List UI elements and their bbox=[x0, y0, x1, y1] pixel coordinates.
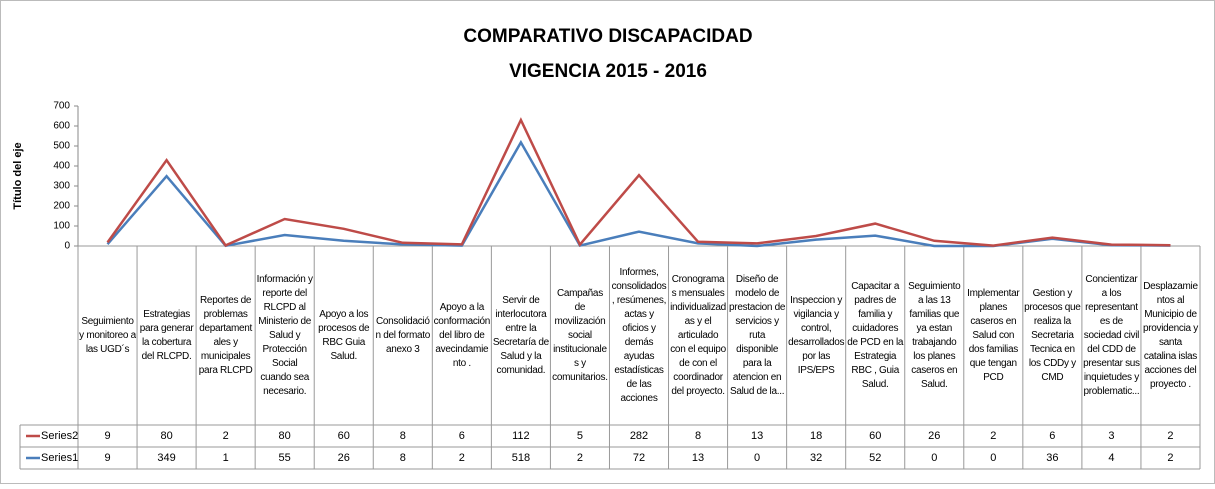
x-tick-label: Capacitar a padres de familia y cuidador… bbox=[847, 280, 904, 390]
data-cell: 18 bbox=[810, 430, 822, 442]
x-label-box: Implementar planes caseros en Salud con … bbox=[967, 287, 1020, 383]
x-tick-label: Estrategias para generar la cobertura de… bbox=[139, 308, 194, 362]
chart-title: COMPARATIVO DISCAPACIDAD bbox=[463, 26, 752, 47]
data-cell: 8 bbox=[695, 430, 701, 442]
x-label-box: Estrategias para generar la cobertura de… bbox=[139, 308, 194, 362]
x-tick-label: Gestion y procesos que realiza la Secret… bbox=[1024, 287, 1081, 383]
data-cell: 518 bbox=[512, 452, 530, 464]
data-cell: 8 bbox=[400, 452, 406, 464]
y-tick-label: 700 bbox=[53, 101, 70, 112]
x-label-box: Servir de interlocutora entre la Secreta… bbox=[492, 294, 549, 376]
x-label-box: Capacitar a padres de familia y cuidador… bbox=[847, 280, 904, 390]
data-cell: 9 bbox=[104, 430, 110, 442]
data-cell: 13 bbox=[751, 430, 763, 442]
x-tick-label: Consolidación del formato anexo 3 bbox=[375, 315, 431, 355]
x-tick-label: Concientizar a los representantes de soc… bbox=[1083, 273, 1140, 397]
data-cell: 4 bbox=[1108, 452, 1114, 464]
y-axis-title: Título del eje bbox=[12, 142, 24, 209]
x-tick-label: Seguimiento y monitoreo a las UGD´s bbox=[79, 315, 136, 355]
y-tick-label: 500 bbox=[53, 141, 70, 152]
data-cell: 2 bbox=[1167, 452, 1173, 464]
series-line bbox=[106, 117, 1171, 247]
x-label-box: Informes, consolidados, resúmenes, actas… bbox=[611, 266, 667, 404]
data-cell: 80 bbox=[279, 430, 291, 442]
x-tick-label: Reportes de problemas departamentales y … bbox=[198, 294, 253, 376]
y-tick-label: 600 bbox=[53, 121, 70, 132]
legend-label: Series1 bbox=[41, 452, 78, 464]
data-cell: 5 bbox=[577, 430, 583, 442]
data-cell: 9 bbox=[104, 452, 110, 464]
x-tick-label: Seguimiento a las 13 familias que ya est… bbox=[908, 280, 961, 390]
x-label-box: Concientizar a los representantes de soc… bbox=[1083, 273, 1140, 397]
x-label-box: Apoyo a los procesos de RBC Guia Salud. bbox=[318, 308, 370, 362]
data-cell: 8 bbox=[400, 430, 406, 442]
x-label-box: Cronogramas mensuales individualizadas y… bbox=[670, 273, 726, 397]
data-cell: 36 bbox=[1046, 452, 1058, 464]
data-cell: 52 bbox=[869, 452, 881, 464]
y-tick-label: 0 bbox=[64, 241, 70, 252]
data-cell: 282 bbox=[630, 430, 648, 442]
x-tick-label: Implementar planes caseros en Salud con … bbox=[967, 287, 1020, 383]
x-tick-label: Apoyo a los procesos de RBC Guia Salud. bbox=[318, 308, 370, 362]
data-cell: 2 bbox=[990, 430, 996, 442]
data-cell: 3 bbox=[1108, 430, 1114, 442]
data-cell: 2 bbox=[459, 452, 465, 464]
data-cell: 80 bbox=[160, 430, 172, 442]
x-tick-label: Cronogramas mensuales individualizadas y… bbox=[670, 273, 726, 397]
x-label-box: Seguimiento y monitoreo a las UGD´s bbox=[79, 315, 136, 355]
data-cell: 13 bbox=[692, 452, 704, 464]
x-tick-label: Diseño de modelo de prestacion de servic… bbox=[729, 273, 786, 397]
data-cell: 60 bbox=[338, 430, 350, 442]
data-cell: 2 bbox=[577, 452, 583, 464]
data-cell: 112 bbox=[512, 430, 530, 442]
y-tick-label: 100 bbox=[53, 221, 70, 232]
y-tick-label: 300 bbox=[53, 181, 70, 192]
y-tick-label: 200 bbox=[53, 201, 70, 212]
data-cell: 0 bbox=[990, 452, 996, 464]
data-cell: 60 bbox=[869, 430, 881, 442]
data-cell: 32 bbox=[810, 452, 822, 464]
x-label-box: Apoyo a la conformación del libro de ave… bbox=[433, 301, 491, 369]
x-label-box: Consolidación del formato anexo 3 bbox=[375, 315, 431, 355]
data-cell: 2 bbox=[223, 430, 229, 442]
data-cell: 26 bbox=[928, 430, 940, 442]
x-label-box: Inspeccion y vigilancia y control, desar… bbox=[788, 294, 845, 376]
x-tick-label: Inspeccion y vigilancia y control, desar… bbox=[788, 294, 845, 376]
data-cell: 6 bbox=[1049, 430, 1055, 442]
data-cell: 2 bbox=[1167, 430, 1173, 442]
x-tick-label: Informes, consolidados, resúmenes, actas… bbox=[611, 266, 667, 404]
x-label-box: Reportes de problemas departamentales y … bbox=[198, 294, 253, 376]
data-cell: 1 bbox=[223, 452, 229, 464]
x-label-box: Campañas de movilización social instituc… bbox=[552, 287, 608, 383]
y-tick-label: 400 bbox=[53, 161, 70, 172]
legend-label: Series2 bbox=[41, 430, 78, 442]
chart-subtitle: VIGENCIA 2015 - 2016 bbox=[509, 61, 707, 82]
x-tick-label: Información y reporte del RLCPD al Minis… bbox=[256, 273, 313, 397]
data-cell: 0 bbox=[754, 452, 760, 464]
x-tick-label: Apoyo a la conformación del libro de ave… bbox=[433, 301, 491, 369]
x-label-box: Información y reporte del RLCPD al Minis… bbox=[256, 273, 313, 397]
data-cell: 55 bbox=[279, 452, 291, 464]
x-tick-label: Servir de interlocutora entre la Secreta… bbox=[492, 294, 549, 376]
x-label-box: Desplazamientos al Municipio de providen… bbox=[1142, 280, 1198, 390]
x-tick-label: Desplazamientos al Municipio de providen… bbox=[1142, 280, 1198, 390]
data-cell: 26 bbox=[338, 452, 350, 464]
data-cell: 6 bbox=[459, 430, 465, 442]
x-label-box: Gestion y procesos que realiza la Secret… bbox=[1024, 287, 1081, 383]
x-label-box: Diseño de modelo de prestacion de servic… bbox=[729, 273, 786, 397]
data-cell: 72 bbox=[633, 452, 645, 464]
x-label-box: Seguimiento a las 13 familias que ya est… bbox=[908, 280, 961, 390]
x-tick-label: Campañas de movilización social instituc… bbox=[552, 287, 608, 383]
data-cell: 0 bbox=[931, 452, 937, 464]
data-cell: 349 bbox=[157, 452, 175, 464]
